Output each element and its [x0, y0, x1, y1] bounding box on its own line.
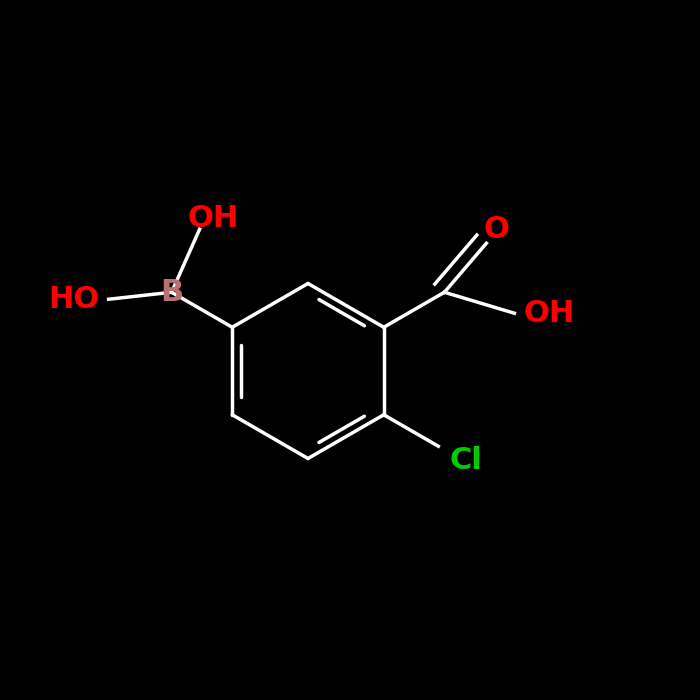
Text: OH: OH	[524, 299, 575, 328]
Text: O: O	[484, 215, 510, 244]
Text: Cl: Cl	[450, 446, 483, 475]
Text: HO: HO	[48, 285, 99, 314]
Text: OH: OH	[188, 204, 239, 233]
Text: B: B	[160, 278, 183, 307]
